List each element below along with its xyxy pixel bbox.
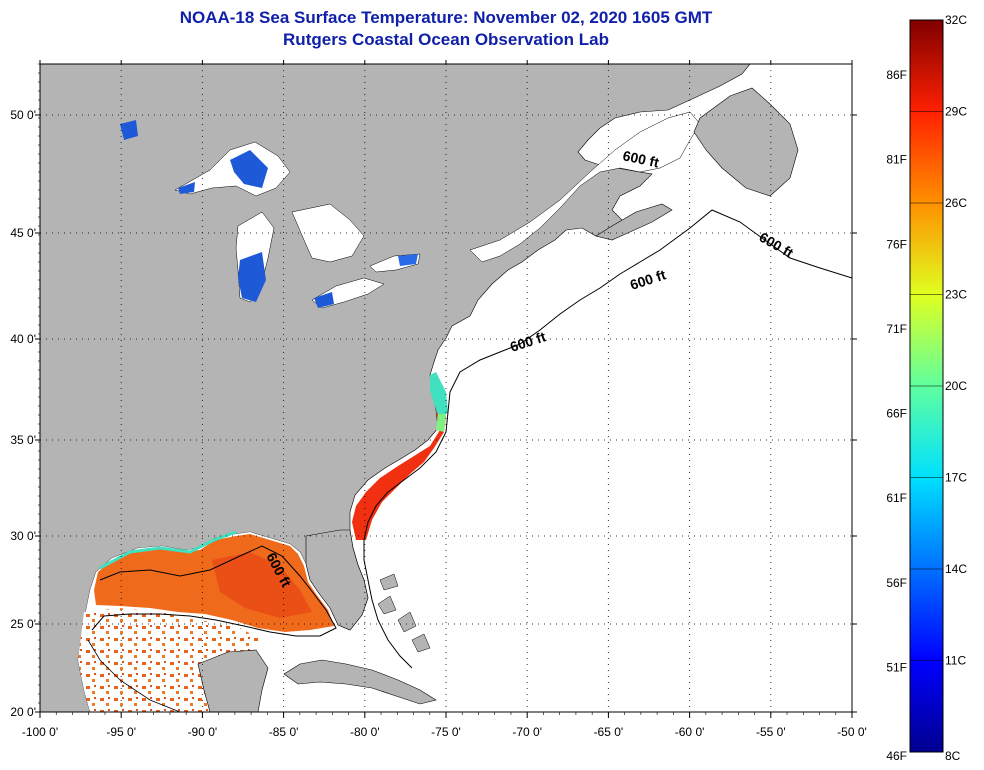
- land-nova-scotia: [595, 203, 673, 241]
- lon-tick-label: -70 0': [512, 725, 542, 739]
- colorbar-fahrenheit-label: 56F: [886, 576, 907, 590]
- sst-gulf-cool-edge: [99, 530, 237, 570]
- lat-tick-label: 40 0': [10, 332, 36, 346]
- lat-tick-label: 50 0': [10, 108, 36, 122]
- colorbar-celsius-label: 20C: [945, 379, 967, 393]
- colorbar-fahrenheit-label: 81F: [886, 153, 907, 167]
- sst-gulf-warm-patch: [212, 552, 312, 618]
- sst-mid-atlantic-cool: [430, 372, 448, 420]
- contour-600ft-caribbean: [87, 639, 181, 712]
- lon-tick-label: -85 0': [269, 725, 299, 739]
- colorbar-fahrenheit-label: 46F: [886, 749, 907, 763]
- colorbar-fahrenheit-label: 61F: [886, 491, 907, 505]
- contour-label-newfoundland: 600 ft: [621, 147, 660, 170]
- lat-tick-label: 30 0': [10, 529, 36, 543]
- longitude-axis-labels: -100 0' -95 0' -90 0' -85 0' -80 0' -75 0' -70…: [22, 725, 867, 739]
- colorbar-celsius-label: 32C: [945, 13, 967, 27]
- lake-superior-sst-west: [178, 182, 195, 194]
- james-bay-sst: [120, 120, 138, 140]
- st-lawrence-water: [469, 111, 701, 263]
- lon-tick-label: -50 0': [837, 725, 867, 739]
- colorbar-celsius-label: 26C: [945, 196, 967, 210]
- lake-erie-sst: [314, 292, 334, 308]
- lon-tick-label: -80 0': [350, 725, 380, 739]
- lon-tick-label: -60 0': [675, 725, 705, 739]
- colorbar-celsius-labels: 32C 29C 26C 23C 20C 17C 14C 11C 8C: [945, 13, 967, 763]
- lat-tick-label: 45 0': [10, 226, 36, 240]
- land-yucatan: [197, 649, 269, 712]
- map-title: NOAA-18 Sea Surface Temperature: Novembe…: [179, 8, 713, 27]
- lon-tick-label: -100 0': [22, 725, 58, 739]
- land-cuba: [283, 659, 437, 705]
- colorbar-celsius-label: 29C: [945, 105, 967, 119]
- colorbar-celsius-label: 14C: [945, 562, 967, 576]
- lake-michigan-sst: [238, 252, 266, 302]
- lon-tick-label: -65 0': [594, 725, 624, 739]
- lon-tick-label: -90 0': [188, 725, 218, 739]
- colorbar-fahrenheit-labels: 86F 81F 76F 71F 66F 61F 56F 51F 46F: [886, 68, 907, 763]
- colorbar-celsius-label: 23C: [945, 288, 967, 302]
- lat-tick-label: 20 0': [10, 705, 36, 719]
- lon-tick-label: -75 0': [431, 725, 461, 739]
- colorbar-celsius-label: 11C: [945, 654, 966, 668]
- lake-ontario-sst: [398, 254, 418, 266]
- lon-tick-label: -95 0': [106, 725, 136, 739]
- bahamas-islands: [377, 573, 431, 653]
- colorbar-fahrenheit-label: 71F: [886, 322, 907, 336]
- graticule: [40, 64, 852, 712]
- frame-ticks: [35, 60, 857, 718]
- lon-tick-label: -55 0': [756, 725, 786, 739]
- lake-superior-sst: [230, 150, 268, 188]
- colorbar-fahrenheit-label: 76F: [886, 237, 907, 251]
- colorbar-celsius-label: 17C: [945, 471, 967, 485]
- colorbar-fahrenheit-label: 51F: [886, 660, 907, 674]
- colorbar-fahrenheit-label: 66F: [886, 407, 907, 421]
- colorbar-ticks: [910, 19, 943, 753]
- map-subtitle: Rutgers Coastal Ocean Observation Lab: [283, 30, 609, 49]
- colorbar-fahrenheit-label: 86F: [886, 68, 907, 82]
- colorbar-celsius-label: 8C: [945, 749, 961, 763]
- lat-tick-label: 25 0': [10, 617, 36, 631]
- contour-600ft-atlantic: [363, 209, 852, 669]
- contour-600ft-gulf: [91, 545, 337, 637]
- lat-tick-label: 35 0': [10, 433, 36, 447]
- latitude-axis-labels: 20 0' 25 0' 30 0' 35 0' 40 0' 45 0' 50 0': [10, 108, 36, 719]
- sst-mid-atlantic-green: [436, 414, 446, 432]
- land-florida: [305, 529, 369, 631]
